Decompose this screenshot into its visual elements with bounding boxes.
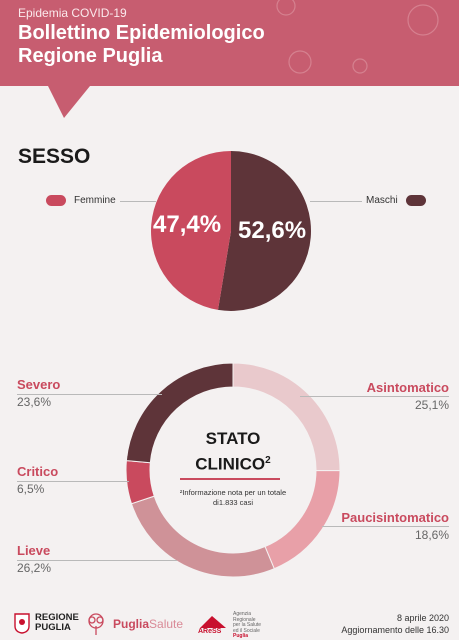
regione-line1: REGIONE [35, 612, 79, 623]
legend-femmine-line [120, 201, 156, 202]
clinical-title-text: STATO CLINICO2 [195, 429, 271, 474]
puglia-salute-light: Salute [149, 617, 184, 631]
value-severo: 23,6% [17, 395, 52, 409]
aress-desc1: Agenzia [233, 611, 252, 617]
line-severo [17, 394, 162, 395]
aress-desc4: ed il Sociale [233, 627, 260, 634]
line-lieve [17, 560, 177, 561]
aress-arrow-icon [200, 615, 226, 628]
sex-pie [150, 151, 311, 311]
donut-segment-lieve [130, 495, 275, 578]
sex-chart-title: SESSO [18, 145, 91, 168]
value-critico: 6,5% [17, 482, 45, 496]
legend-femmine: Femmine [46, 195, 116, 206]
logo-aress: AReSS Agenzia Regionale per la Salute ed… [198, 611, 262, 640]
header-title: Bollettino Epidemiologico Regione Puglia [18, 22, 265, 68]
header-banner: Epidemia COVID-19 Bollettino Epidemiolog… [0, 0, 459, 120]
line-asintomatico [300, 396, 449, 397]
aress-mark: AReSS [198, 614, 228, 638]
legend-maschi-swatch [405, 195, 426, 206]
donut-segment-critico [125, 460, 155, 505]
clinical-note: ²Informazione nota per un totale di1.833… [179, 488, 287, 507]
label-paucisintomatico: Paucisintomatico [341, 510, 449, 525]
aress-name: AReSS [198, 627, 222, 635]
clinical-donut [125, 362, 341, 578]
clinical-title-sup: 2 [265, 455, 271, 466]
label-asintomatico: Asintomatico [366, 380, 449, 395]
footer-date: 8 aprile 2020 [396, 613, 449, 623]
legend-femmine-swatch [46, 195, 66, 206]
legend-maschi: Maschi [366, 195, 426, 206]
pie-slice-maschi [217, 151, 311, 311]
aress-desc3: per la Salute [233, 622, 262, 628]
regione-line2: PUGLIA [35, 622, 71, 633]
logo-regione-puglia: REGIONE PUGLIA [14, 612, 79, 634]
donut-segment-paucisintomatico [264, 470, 341, 570]
aress-desc2: Regionale [233, 616, 256, 623]
footer-date-block: 8 aprile 2020 Aggiornamento delle 16.30 [341, 612, 449, 636]
clinical-title-rule [180, 478, 280, 480]
legend-maschi-label: Maschi [366, 195, 398, 206]
puglia-salute-text: PugliaSalute [113, 617, 183, 631]
footer-update: Aggiornamento delle 16.30 [341, 625, 449, 635]
header-title-line1: Bollettino Epidemiologico [18, 22, 265, 44]
aress-desc5: Puglia [233, 633, 249, 639]
regione-puglia-emblem-icon [14, 613, 30, 634]
logo-puglia-salute: PugliaSalute [84, 612, 183, 636]
legend-femmine-label: Femmine [74, 195, 116, 206]
line-paucisintomatico [322, 526, 449, 527]
clinical-chart-title: STATO CLINICO2 [170, 428, 296, 476]
pct-maschi: 52,6% [238, 217, 307, 244]
value-lieve: 26,2% [17, 561, 52, 575]
donut-segment-severo [125, 362, 234, 464]
puglia-salute-bold: Puglia [113, 617, 150, 631]
tree-icon [88, 613, 104, 635]
line-critico [17, 481, 129, 482]
aress-desc: Agenzia Regionale per la Salute ed il So… [233, 611, 262, 640]
header-supertitle: Epidemia COVID-19 [18, 6, 127, 20]
regione-puglia-text: REGIONE PUGLIA [35, 613, 79, 633]
pct-femmine: 47,4% [153, 211, 222, 238]
header-background [0, 0, 459, 118]
pie-slice-femmine [150, 151, 231, 310]
label-critico: Critico [17, 464, 59, 479]
header-title-line2: Regione Puglia [18, 45, 163, 67]
value-asintomatico: 25,1% [414, 398, 449, 412]
legend-maschi-line [310, 201, 362, 202]
label-severo: Severo [17, 377, 61, 392]
label-lieve: Lieve [17, 543, 51, 558]
value-paucisintomatico: 18,6% [414, 528, 449, 542]
